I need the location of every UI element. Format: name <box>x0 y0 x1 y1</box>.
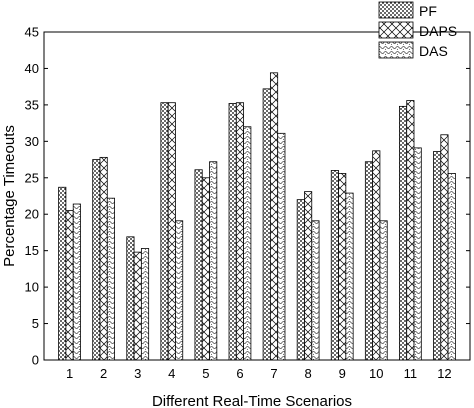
bar-pf-2 <box>92 159 101 361</box>
y-tick-label: 5 <box>32 316 39 331</box>
bar-pf-10 <box>364 161 374 361</box>
bar-das-2 <box>106 197 115 361</box>
x-axis-title: Different Real-Time Scenarios <box>152 393 352 408</box>
bar-das-3 <box>140 248 150 361</box>
x-tick-label: 6 <box>236 366 243 381</box>
bar-daps-5 <box>201 177 210 361</box>
legend-swatch-pf <box>378 1 414 19</box>
x-tick-label: 5 <box>202 366 209 381</box>
bar-daps-1 <box>65 210 74 361</box>
bar-daps-9 <box>338 173 347 361</box>
y-tick-label: 20 <box>25 207 39 222</box>
bar-pf-6 <box>228 103 237 361</box>
plot-frame <box>43 31 471 361</box>
y-tick-label: 10 <box>25 280 39 295</box>
bars <box>58 72 456 361</box>
x-tick-label: 3 <box>134 366 141 381</box>
bar-das-9 <box>345 192 354 361</box>
y-tick-label: 40 <box>25 61 39 76</box>
bar-daps-10 <box>372 150 381 361</box>
bar-pf-12 <box>433 151 442 361</box>
y-tick-label: 0 <box>32 353 39 368</box>
legend-label-pf: PF <box>419 3 437 19</box>
y-tick-label: 30 <box>25 134 39 149</box>
x-tick-label: 4 <box>168 366 175 381</box>
bar-pf-9 <box>330 170 339 361</box>
legend: PF DAPS DAS <box>378 1 457 59</box>
x-tick-label: 8 <box>305 366 312 381</box>
x-tick-label: 12 <box>437 366 451 381</box>
x-tick-label: 2 <box>100 366 107 381</box>
bar-das-8 <box>311 220 320 361</box>
y-tick-label: 35 <box>25 97 39 112</box>
bar-pf-5 <box>194 169 203 361</box>
x-tick-label: 1 <box>66 366 73 381</box>
y-tick-label: 15 <box>25 243 39 258</box>
legend-label-das: DAS <box>419 43 448 59</box>
x-tick-label: 10 <box>369 366 383 381</box>
x-tick-label: 9 <box>339 366 346 381</box>
bar-das-5 <box>209 161 218 361</box>
bar-das-4 <box>175 220 184 361</box>
y-tick-label: 45 <box>25 25 39 40</box>
bar-daps-7 <box>269 72 279 361</box>
bar-das-7 <box>277 132 286 361</box>
bar-pf-8 <box>296 199 305 361</box>
bar-das-12 <box>447 173 456 361</box>
bar-daps-6 <box>235 102 245 361</box>
bar-pf-7 <box>262 88 271 361</box>
axis-labels: Different Real-Time Scenarios Percentage… <box>1 125 352 408</box>
bar-daps-11 <box>406 100 415 361</box>
bar-daps-2 <box>99 156 108 361</box>
legend-swatch-das <box>378 41 414 59</box>
bar-pf-1 <box>58 186 67 361</box>
x-tick-label: 7 <box>270 366 277 381</box>
bar-das-11 <box>413 147 422 361</box>
bar-das-6 <box>243 126 252 361</box>
y-tick-label: 25 <box>25 170 39 185</box>
x-tick-label: 11 <box>404 366 418 381</box>
bar-pf-4 <box>160 102 169 361</box>
bar-daps-3 <box>133 251 142 361</box>
bar-pf-11 <box>399 105 408 361</box>
bar-das-10 <box>379 220 388 361</box>
legend-swatch-daps <box>378 21 414 39</box>
y-axis-title: Percentage Timeouts <box>1 125 18 267</box>
legend-label-daps: DAPS <box>419 23 457 39</box>
bar-pf-3 <box>126 236 135 361</box>
bar-daps-8 <box>304 191 313 361</box>
bar-daps-4 <box>167 102 176 361</box>
bar-daps-12 <box>440 134 449 361</box>
bar-das-1 <box>72 203 81 361</box>
